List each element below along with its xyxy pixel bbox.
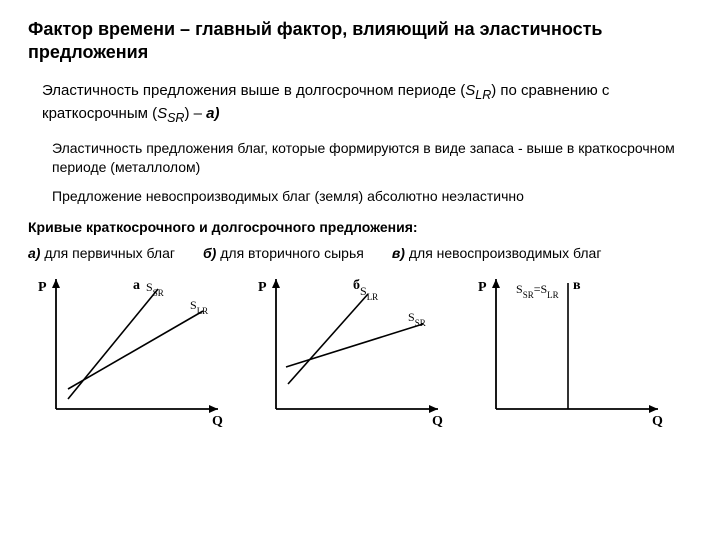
- paragraph-stock: Эластичность предложения благ, которые ф…: [52, 139, 692, 177]
- var-sub: LR: [475, 88, 491, 102]
- text: Эластичность предложения выше в долгосро…: [42, 82, 465, 99]
- svg-text:SSR=SLR: SSR=SLR: [516, 282, 559, 300]
- charts-caption: Кривые краткосрочного и долгосрочного пр…: [28, 219, 692, 235]
- legend-b-text: для вторичного сырья: [216, 245, 364, 261]
- svg-text:P: P: [258, 280, 267, 295]
- legend-c: в) для невоспроизводимых благ: [392, 245, 602, 261]
- legend-a-text: для первичных благ: [40, 245, 175, 261]
- ref-a: а): [206, 105, 219, 122]
- legend-b-label: б): [203, 245, 216, 261]
- legend-a-label: а): [28, 245, 40, 261]
- var-s: S: [157, 105, 167, 122]
- charts-row: P Qа SSR SLR P Qб SLR SSR P Qв SSR=SLR: [28, 269, 692, 429]
- paragraph-main: Эластичность предложения выше в долгосро…: [42, 81, 692, 127]
- text: ) –: [184, 105, 206, 122]
- svg-text:SSR: SSR: [146, 280, 164, 298]
- chart-a: P Qа SSR SLR: [28, 269, 228, 429]
- svg-text:а: а: [133, 278, 140, 293]
- svg-text:в: в: [573, 278, 581, 293]
- svg-text:SLR: SLR: [190, 298, 208, 316]
- svg-text:P: P: [478, 280, 487, 295]
- legend-row: а) для первичных благ б) для вторичного …: [28, 245, 692, 261]
- legend-c-label: в): [392, 245, 405, 261]
- svg-text:б: б: [353, 278, 360, 293]
- legend-a: а) для первичных благ: [28, 245, 175, 261]
- svg-text:Q: Q: [652, 414, 663, 429]
- svg-text:Q: Q: [212, 414, 223, 429]
- svg-text:Q: Q: [432, 414, 443, 429]
- page-title: Фактор времени – главный фактор, влияющи…: [28, 18, 692, 63]
- legend-c-text: для невоспроизводимых благ: [405, 245, 601, 261]
- chart-c: P Qв SSR=SLR: [468, 269, 668, 429]
- svg-text:SSR: SSR: [408, 310, 426, 328]
- svg-text:P: P: [38, 280, 47, 295]
- legend-b: б) для вторичного сырья: [203, 245, 364, 261]
- chart-b: PQбSLRSSR: [248, 269, 448, 429]
- var-sub: SR: [167, 111, 184, 125]
- var-s: S: [465, 82, 475, 99]
- paragraph-land: Предложение невоспроизводимых благ (земл…: [52, 187, 692, 206]
